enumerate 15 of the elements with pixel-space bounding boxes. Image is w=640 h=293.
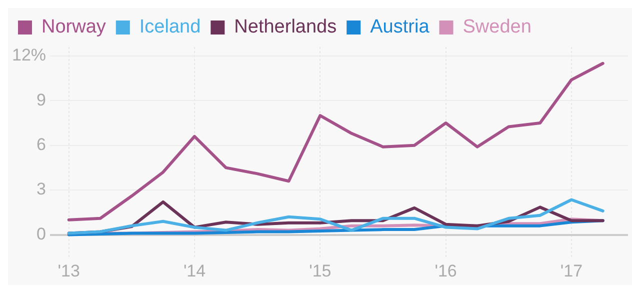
y-tick-label: 9: [36, 90, 46, 110]
x-tick-label: '13: [58, 261, 80, 280]
legend-label: Sweden: [462, 16, 532, 38]
legend-label: Iceland: [139, 16, 201, 38]
x-tick-label: '15: [309, 261, 332, 280]
legend-label: Netherlands: [234, 16, 337, 38]
legend-label: Austria: [370, 16, 430, 38]
x-tick-label: '17: [560, 261, 583, 280]
y-tick-label: 3: [36, 180, 46, 199]
x-tick-label: '16: [434, 261, 457, 280]
legend-label: Norway: [42, 16, 106, 38]
y-tick-label: 0: [36, 224, 46, 244]
x-tick-label: '14: [183, 261, 206, 280]
y-tick-label: 12%: [12, 46, 46, 65]
y-tick-label: 6: [36, 135, 46, 154]
